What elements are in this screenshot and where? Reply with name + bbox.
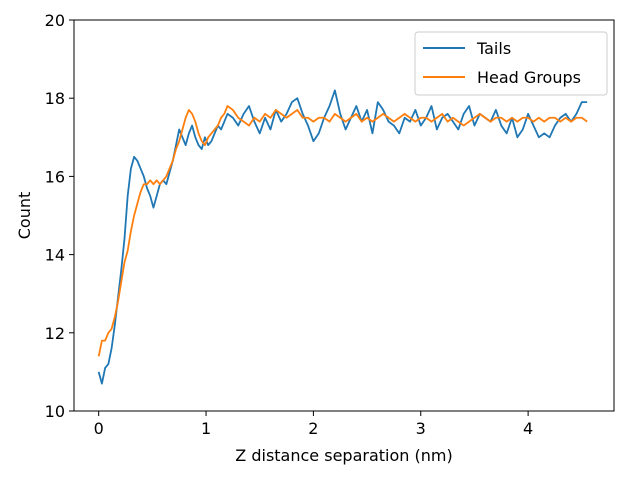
series-line-head-groups [97,105,588,357]
legend: Tails Head Groups [414,31,608,96]
y-tick-label: 10 [45,402,65,421]
y-tick-label: 12 [45,324,65,343]
x-tick-label: 0 [94,419,104,438]
axes-frame [73,19,615,412]
legend-label-head-groups: Head Groups [477,68,581,87]
y-tick-label: 16 [45,167,65,186]
x-tick-label: 1 [201,419,211,438]
x-tick-label: 3 [416,419,426,438]
y-axis-label: Count [15,192,34,240]
x-axis-label: Z distance separation (nm) [235,446,452,465]
x-tick-label: 2 [308,419,318,438]
plot-area [97,89,588,385]
y-tick-label: 14 [45,246,65,265]
y-tick-label: 18 [45,89,65,108]
series-line-tails [97,89,588,385]
x-tick-label: 4 [523,419,533,438]
y-tick-label: 20 [45,11,65,30]
legend-label-tails: Tails [476,39,511,58]
